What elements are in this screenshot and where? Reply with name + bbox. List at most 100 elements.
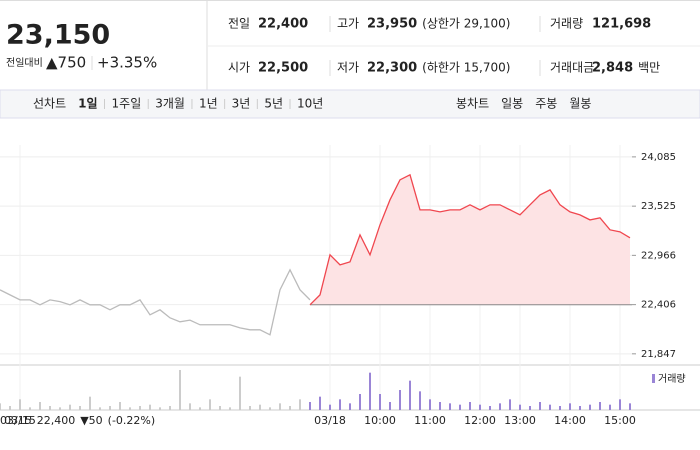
volume-bar	[79, 406, 81, 410]
price-line	[309, 173, 631, 306]
x-tick-label: 12:00	[464, 414, 496, 427]
volume-bar	[569, 403, 571, 410]
volume-bar	[459, 404, 461, 410]
volume-bar	[29, 407, 31, 410]
summary-label: 시가	[228, 61, 250, 75]
volume-bar	[99, 407, 101, 410]
y-tick-label: 21,847	[641, 349, 676, 360]
volume-bar	[289, 406, 291, 410]
volume-bar	[629, 403, 631, 410]
rate: +3.35%	[97, 54, 157, 72]
volume-bar	[619, 399, 621, 410]
y-tick-label: 24,085	[641, 152, 676, 163]
volume-bar	[589, 404, 591, 410]
volume-bar	[559, 406, 561, 410]
volume-bar	[379, 394, 381, 410]
volume-bar	[279, 403, 281, 410]
summary-label: 고가	[337, 17, 359, 31]
footer-change: ▼50	[80, 414, 102, 427]
summary-value: 22,300	[367, 61, 417, 76]
summary-label: 거래대금	[550, 61, 594, 75]
volume-bar	[49, 406, 51, 410]
tab[interactable]: 10년	[297, 97, 323, 111]
volume-bar	[479, 404, 481, 410]
tab[interactable]: 3년	[232, 97, 251, 111]
volume-bar	[189, 403, 191, 410]
summary-value: 23,950	[367, 17, 417, 32]
volume-bar	[259, 404, 261, 410]
y-tick-label: 23,525	[641, 201, 676, 212]
tab[interactable]: 일봉	[501, 97, 523, 111]
volume-bar	[159, 407, 161, 410]
tab[interactable]: 1일	[78, 97, 97, 111]
tab[interactable]: 월봉	[569, 97, 591, 111]
summary-label: 저가	[337, 61, 359, 75]
volume-bar	[329, 404, 331, 410]
volume-bar	[319, 396, 321, 410]
x-tick-label: 15:00	[604, 414, 636, 427]
volume-bar	[409, 380, 411, 410]
volume-bar	[449, 403, 451, 410]
volume-bar	[439, 402, 441, 410]
tab[interactable]: 1주일	[112, 97, 142, 111]
volume-bar	[549, 404, 551, 410]
volume-bar	[149, 404, 151, 410]
x-tick-label: 10:00	[364, 414, 396, 427]
volume-bar	[489, 406, 491, 410]
summary-unit: 백만	[638, 61, 660, 75]
volume-bar	[579, 406, 581, 410]
footer-rate: (-0.22%)	[108, 414, 156, 427]
change: ▲750	[46, 54, 86, 72]
summary-label: 거래량	[550, 17, 583, 31]
volume-bar	[9, 406, 11, 410]
volume-bar	[69, 404, 71, 410]
volume-bar	[399, 390, 401, 410]
price-line	[0, 268, 311, 336]
price: 23,150	[6, 20, 110, 51]
change-label: 전일대비	[6, 57, 43, 69]
volume-bar	[229, 407, 231, 410]
volume-bar	[609, 404, 611, 410]
volume-bar	[339, 399, 341, 410]
tab-group-label: 선차트	[33, 97, 66, 111]
footer-date: 03/15	[0, 414, 32, 427]
tab[interactable]: 5년	[264, 97, 283, 111]
summary-value: 22,500	[258, 61, 308, 76]
volume-bar	[139, 406, 141, 410]
y-tick-label: 22,966	[641, 250, 676, 261]
volume-bar	[179, 370, 181, 410]
summary-label: 전일	[228, 17, 250, 31]
volume-bar	[469, 402, 471, 410]
summary-note: (상한가 29,100)	[422, 17, 510, 31]
tab[interactable]: 1년	[199, 97, 218, 111]
volume-bar	[499, 403, 501, 410]
volume-bar	[249, 406, 251, 410]
tab-group-label: 봉차트	[456, 97, 489, 111]
tab[interactable]: 주봉	[535, 97, 557, 111]
x-tick-label: 13:00	[504, 414, 536, 427]
volume-bar	[509, 399, 511, 410]
volume-bar	[169, 406, 171, 410]
volume-bar	[39, 402, 41, 410]
volume-bar	[539, 402, 541, 410]
volume-bar	[89, 396, 91, 410]
volume-bar	[599, 402, 601, 410]
x-tick-label: 14:00	[554, 414, 586, 427]
volume-bar	[209, 399, 211, 410]
volume-bar	[359, 394, 361, 410]
y-tick-label: 22,406	[641, 300, 676, 311]
volume-bar	[349, 403, 351, 410]
footer-price: 22,400	[37, 414, 76, 427]
volume-bar	[109, 406, 111, 410]
volume-bar	[269, 407, 271, 410]
legend-swatch	[652, 374, 655, 383]
volume-bar	[239, 376, 241, 410]
volume-bar	[389, 402, 391, 410]
tab-bar	[0, 89, 700, 119]
volume-bar	[299, 399, 301, 410]
x-tick-label: 03/15	[4, 414, 36, 427]
summary-note: (하한가 15,700)	[422, 61, 510, 75]
volume-bar	[429, 399, 431, 410]
tab[interactable]: 3개월	[155, 97, 185, 111]
